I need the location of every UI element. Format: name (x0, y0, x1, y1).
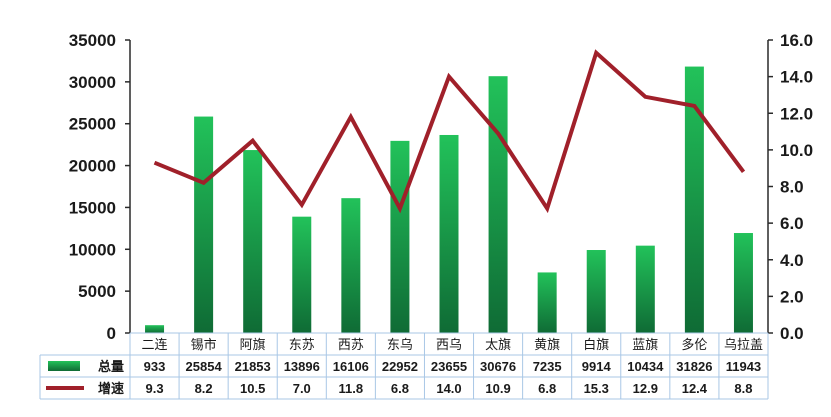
category-label: 多伦 (681, 337, 707, 353)
right-axis: 0.0 2.0 4.0 6.0 8.0 10.0 12.0 14.0 16.0 (767, 31, 813, 343)
category-label: 锡市 (191, 337, 217, 353)
category-label: 黄旗 (534, 337, 560, 353)
bar-西乌 (439, 134, 459, 333)
bar-东乌 (390, 140, 410, 333)
bar-乌拉盖 (733, 233, 753, 333)
right-tick-label: 10.0 (780, 141, 813, 160)
table-cell: 16106 (333, 359, 369, 374)
table-cell: 10.9 (485, 381, 510, 396)
table-cell: 6.8 (538, 381, 556, 396)
left-tick-label: 30000 (69, 73, 116, 92)
legend-label: 增速 (98, 381, 124, 397)
left-tick-label: 0 (107, 324, 116, 343)
table-cell: 22952 (382, 359, 418, 374)
right-tick-label: 6.0 (780, 214, 804, 233)
right-tick-label: 12.0 (780, 104, 813, 123)
table-cell: 12.9 (633, 381, 658, 396)
bar-西苏 (341, 198, 361, 333)
category-label: 阿旗 (240, 337, 266, 353)
right-tick-label: 8.0 (780, 178, 804, 197)
line-series (153, 49, 746, 214)
table-cell: 31826 (676, 359, 712, 374)
table-cell: 25854 (186, 359, 223, 374)
table-cell: 12.4 (682, 381, 708, 396)
category-label: 白旗 (583, 337, 609, 353)
legend-bar-key (48, 361, 80, 371)
table-cell: 30676 (480, 359, 516, 374)
table-cell: 7235 (533, 359, 562, 374)
bar-黄旗 (537, 272, 557, 333)
left-axis: 0 5000 10000 15000 20000 25000 30000 35000 (69, 31, 131, 343)
right-tick-label: 0.0 (780, 324, 804, 343)
table-cell: 11943 (726, 359, 761, 374)
table-cell: 9914 (582, 359, 612, 374)
table-cell: 23655 (431, 359, 467, 374)
right-tick-label: 14.0 (780, 68, 813, 87)
table-cell: 933 (144, 359, 166, 374)
left-tick-label: 10000 (69, 240, 116, 259)
table-cell: 15.3 (584, 381, 609, 396)
left-tick-label: 5000 (78, 282, 116, 301)
bar-东苏 (292, 216, 312, 333)
table-cell: 6.8 (391, 381, 409, 396)
bar-蓝旗 (635, 245, 655, 333)
right-tick-label: 2.0 (780, 287, 804, 306)
table-cell: 7.0 (293, 381, 311, 396)
table-cell: 14.0 (436, 381, 461, 396)
right-tick-label: 4.0 (780, 251, 804, 270)
left-tick-label: 25000 (69, 115, 116, 134)
table-cell: 11.8 (339, 381, 364, 396)
table-cell: 13896 (284, 359, 320, 374)
bar-二连 (145, 325, 165, 333)
category-label: 太旗 (485, 337, 511, 353)
legend-label: 总量 (98, 359, 124, 375)
category-label: 西苏 (338, 337, 364, 353)
table-cell: 10434 (627, 359, 664, 374)
category-label: 乌拉盖 (724, 337, 763, 353)
category-label: 二连 (142, 337, 168, 353)
bar-锡市 (194, 116, 214, 333)
table-cell: 10.5 (240, 381, 265, 396)
category-label: 西乌 (436, 337, 462, 353)
left-tick-label: 15000 (69, 198, 116, 217)
right-tick-label: 16.0 (780, 31, 813, 50)
bar-白旗 (586, 250, 606, 333)
category-label: 东苏 (289, 337, 315, 353)
category-label: 东乌 (387, 337, 413, 353)
table-cell: 8.8 (734, 381, 752, 396)
category-label: 蓝旗 (632, 337, 658, 353)
left-tick-label: 20000 (69, 157, 116, 176)
bar-多伦 (684, 66, 704, 333)
bar-阿旗 (243, 150, 263, 333)
left-tick-label: 35000 (69, 31, 116, 50)
table-cell: 8.2 (195, 381, 213, 396)
table-cell: 21853 (235, 359, 271, 374)
bar-太旗 (488, 76, 508, 333)
bar-series (145, 66, 753, 333)
table-cell: 9.3 (145, 381, 163, 396)
